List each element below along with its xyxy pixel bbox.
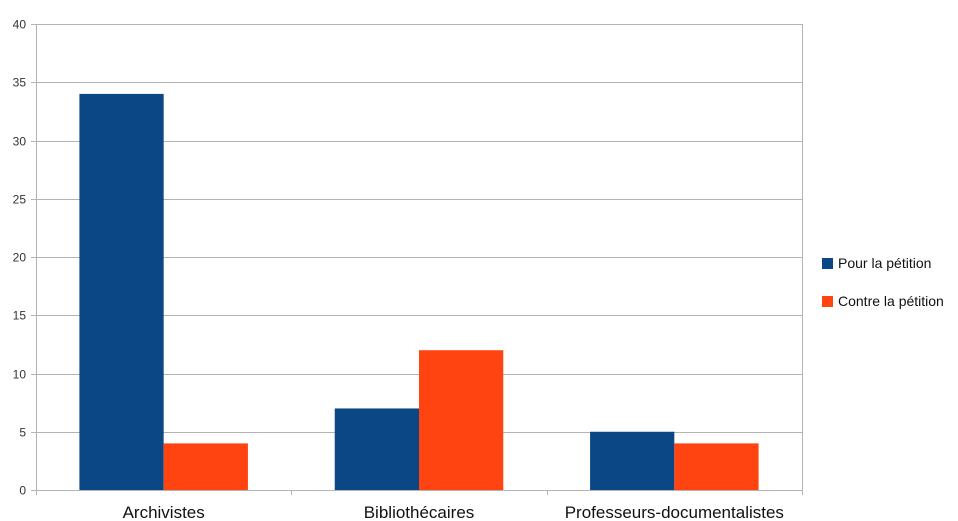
y-tick-label: 40 [13, 18, 27, 32]
y-tick-label: 0 [19, 484, 26, 498]
bar-contre-2 [674, 443, 759, 490]
bar-pour-1 [334, 408, 419, 490]
y-tick-label: 30 [13, 135, 27, 149]
legend-swatch [822, 258, 833, 269]
x-category-label: Bibliothécaires [364, 503, 475, 521]
bar-contre-0 [163, 443, 248, 490]
x-category-label: Archivistes [123, 503, 205, 521]
legend-label: Contre la pétition [838, 293, 944, 309]
x-category-label: Professeurs-documentalistes [565, 503, 784, 521]
y-tick-label: 35 [13, 76, 27, 90]
bar-pour-2 [590, 431, 675, 490]
legend-label: Pour la pétition [838, 255, 931, 271]
legend: Pour la pétition Contre la pétition [822, 255, 944, 309]
bar-contre-1 [419, 350, 504, 490]
bar-pour-0 [79, 93, 164, 491]
y-tick-label: 10 [13, 368, 27, 382]
y-tick-label: 15 [13, 309, 27, 323]
legend-swatch [822, 296, 833, 307]
y-tick-label: 5 [19, 426, 26, 440]
bars [36, 93, 802, 491]
category-labels: Archivistes Bibliothécaires Professeurs-do… [123, 503, 784, 521]
axes [31, 24, 803, 495]
y-tick-label: 20 [13, 251, 27, 265]
y-tick-labels: 0 5 10 15 20 25 30 35 40 [13, 18, 27, 498]
y-tick-label: 25 [13, 193, 27, 207]
